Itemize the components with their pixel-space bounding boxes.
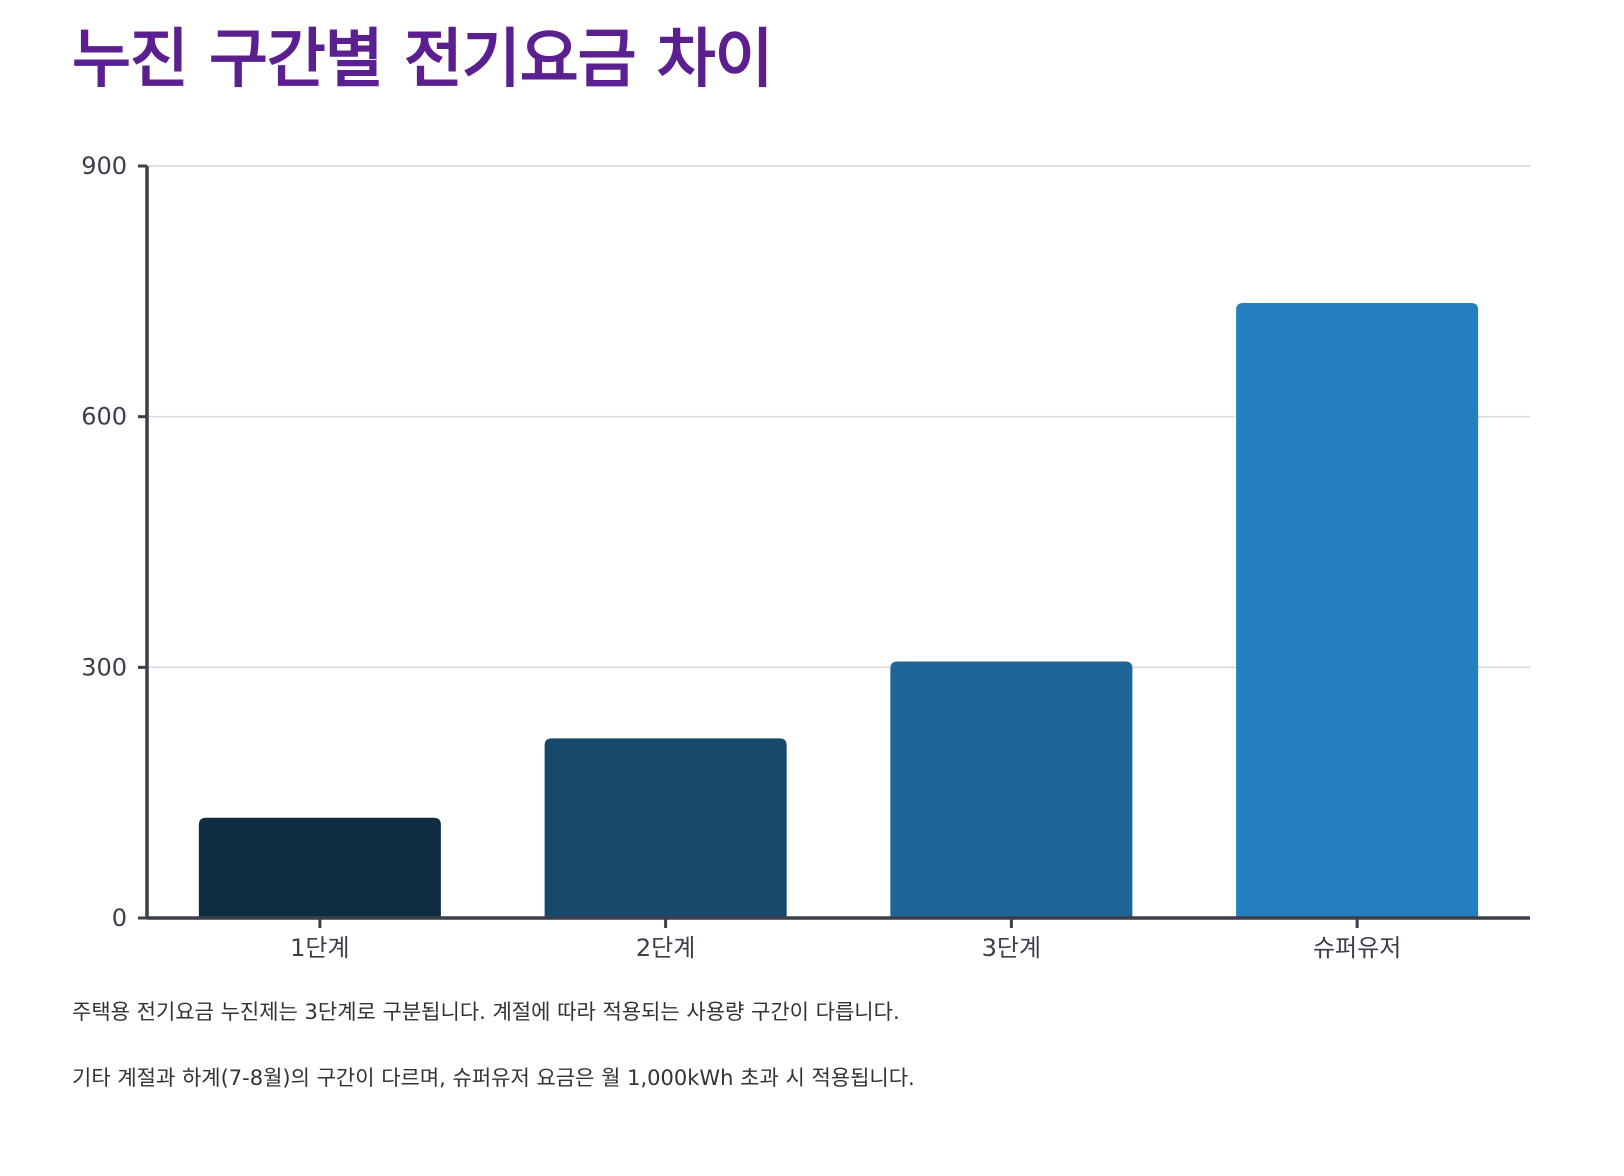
bar-chart: 0 300 600 900 1단계 2단계 3단계 슈퍼유저: [81, 152, 1530, 962]
y-tick-label: 0: [112, 904, 127, 932]
y-tick-label: 900: [81, 152, 127, 180]
footnote-1: 주택용 전기요금 누진제는 3단계로 구분됩니다. 계절에 따라 적용되는 사용…: [72, 1000, 900, 1024]
chart-title: 누진 구간별 전기요금 차이: [72, 23, 774, 97]
x-tick-label: 2단계: [636, 934, 695, 962]
axes: [145, 166, 1530, 920]
y-tick-label: 600: [81, 403, 127, 431]
x-tick-label: 1단계: [290, 934, 349, 962]
bar-3: [890, 661, 1133, 918]
x-axis-ticks: 1단계 2단계 3단계 슈퍼유저: [290, 918, 1401, 962]
y-axis-ticks: 0 300 600 900: [81, 152, 147, 932]
bar-1: [198, 817, 441, 918]
bar-4: [1236, 303, 1479, 918]
bars: [198, 303, 1479, 918]
bar-2: [544, 738, 787, 918]
x-tick-label: 슈퍼유저: [1313, 934, 1401, 962]
x-tick-label: 3단계: [982, 934, 1041, 962]
y-tick-label: 300: [81, 653, 127, 681]
footnote-2: 기타 계절과 하계(7-8월)의 구간이 다르며, 슈퍼유저 요금은 월 1,0…: [72, 1066, 915, 1090]
